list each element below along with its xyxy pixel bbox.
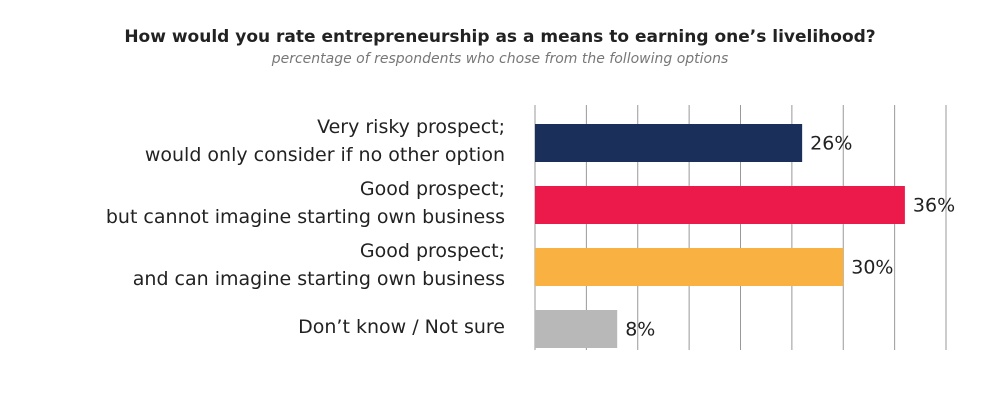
- bar: [535, 186, 905, 224]
- value-label: 30%: [851, 257, 893, 279]
- value-label: 36%: [913, 195, 955, 217]
- chart-subtitle: percentage of respondents who chose from…: [271, 51, 729, 67]
- chart-title: How would you rate entrepreneurship as a…: [124, 27, 876, 47]
- bar: [535, 310, 618, 348]
- category-label: Don’t know / Not sure: [298, 316, 505, 338]
- value-label: 8%: [625, 319, 655, 341]
- category-label: Good prospect; and can imagine starting …: [132, 240, 505, 290]
- bar: [535, 248, 844, 286]
- category-label: Good prospect; but cannot imagine starti…: [105, 178, 505, 228]
- category-label: Very risky prospect; would only consider…: [144, 116, 505, 166]
- bar: [535, 124, 803, 162]
- value-label: 26%: [810, 133, 852, 155]
